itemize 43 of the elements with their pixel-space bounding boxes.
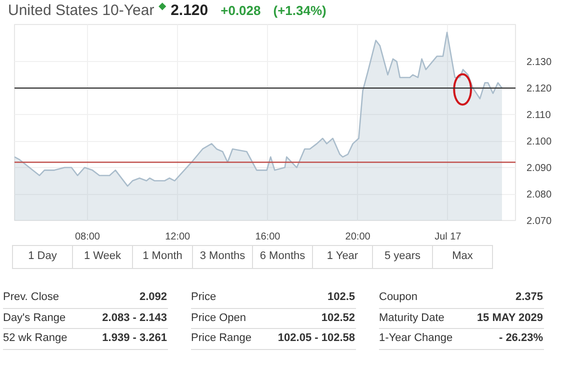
text: Price Range — [191, 328, 263, 350]
text: Max — [432, 246, 492, 268]
text: 2.083 - 2.143 — [84, 308, 168, 329]
x-tick-label: 12:00 — [165, 232, 191, 242]
text: 1-Year Change — [379, 328, 465, 350]
text: Prev. Close — [3, 288, 84, 308]
text: Coupon — [379, 288, 465, 308]
text: 102.05 - 102.58 — [262, 328, 356, 350]
text: 15 MAY 2029 — [464, 308, 544, 329]
text: 52 wk Range — [3, 328, 84, 350]
text: 102.52 — [262, 308, 356, 329]
y-tick-label: 2.090 — [526, 163, 552, 174]
x-tick-label: 20:00 — [345, 232, 371, 242]
x-tick-label: 16:00 — [255, 232, 281, 242]
text: 1.939 - 3.261 — [84, 328, 168, 350]
text: +0.028 — [220, 3, 261, 18]
text: 5 years — [372, 246, 432, 268]
x-tick-label: 08:00 — [74, 232, 100, 242]
text: Price — [191, 288, 263, 308]
text: 2.092 — [84, 288, 168, 308]
text: Maturity Date — [379, 308, 465, 329]
y-tick-label: 2.130 — [526, 57, 552, 68]
text: 3 Months — [192, 246, 252, 268]
y-tick-label: 2.080 — [526, 190, 552, 201]
text: 1 Week — [72, 246, 132, 268]
ref-line-label: 2.120 — [526, 84, 552, 95]
y-tick-label: 2.070 — [526, 216, 552, 227]
text: 2.375 — [464, 288, 544, 308]
text: Price Open — [191, 308, 263, 329]
chart-title: United States 10-Year — [8, 2, 154, 19]
text: (+1.34%) — [273, 3, 326, 18]
x-tick-label: Jul 17 — [434, 232, 462, 242]
text: 1 Day — [12, 246, 72, 268]
text: Day's Range — [3, 308, 84, 329]
text: 1 Month — [132, 246, 192, 268]
y-tick-label: 2.100 — [526, 136, 552, 148]
y-tick-label: 2.110 — [526, 110, 552, 122]
text: 1 Year — [312, 246, 372, 268]
text: - 26.23% — [464, 328, 544, 350]
text: 2.120 — [170, 2, 208, 19]
text: 6 Months — [252, 246, 312, 268]
text: 102.5 — [262, 288, 356, 308]
text: ◆ — [158, 1, 166, 12]
